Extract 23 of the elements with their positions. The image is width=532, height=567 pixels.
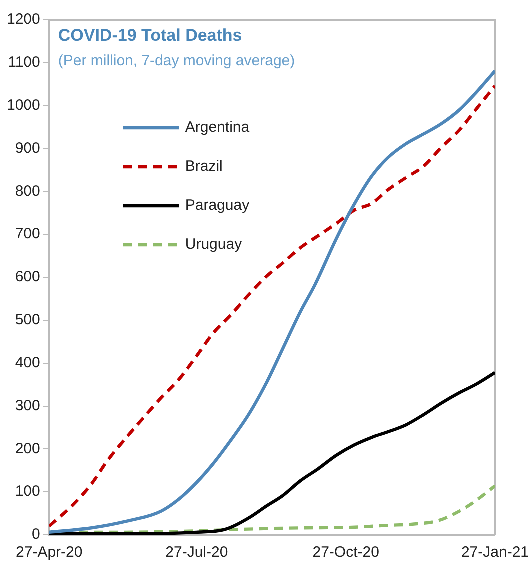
y-tick-label: 600 [15,268,40,286]
y-tick-label: 800 [15,182,40,200]
legend-label: Paraguay [185,197,250,214]
y-tick-label: 900 [15,140,40,157]
legend-label: Argentina [185,119,250,136]
y-tick-label: 300 [15,397,40,414]
y-tick-label: 0 [32,526,40,544]
x-tick-label: 27-Oct-20 [312,544,380,562]
chart-title: COVID-19 Total Deaths [58,26,242,46]
y-tick-label: 1200 [6,11,40,28]
legend-label: Uruguay [185,236,243,254]
y-tick-label: 200 [15,440,40,458]
legend-label: Brazil [185,158,223,176]
x-tick-label: 27-Jan-21 [461,544,529,562]
y-tick-label: 1100 [8,54,40,72]
y-tick-label: 700 [15,226,40,243]
y-tick-label: 500 [15,312,40,329]
x-tick-label: 27-Apr-20 [16,544,83,562]
x-tick-label: 27-Jul-20 [166,544,228,562]
y-tick-label: 100 [15,483,40,500]
text: (Per million, 7-day moving average) [58,52,296,70]
y-tick-label: 400 [15,354,40,372]
y-tick-label: 1000 [6,96,40,114]
